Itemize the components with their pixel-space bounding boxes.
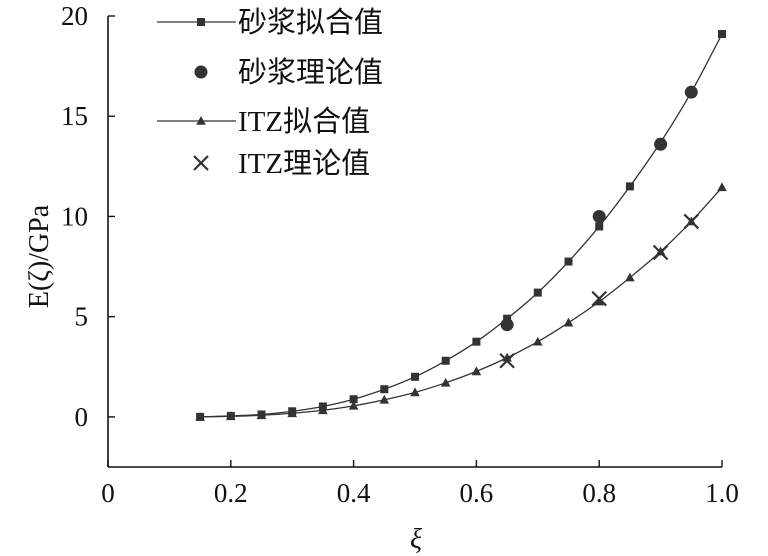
data-point-triangle: [256, 410, 267, 420]
data-point-triangle: [287, 408, 297, 418]
data-point-cross: [652, 244, 669, 261]
cross-stroke: [591, 290, 607, 307]
x-tick-label: 0.2: [214, 478, 248, 508]
legend-marker: [196, 116, 206, 125]
data-point-triangle: [533, 336, 543, 346]
data-point-square: [564, 257, 573, 266]
legend-item: 砂浆理论值: [194, 56, 383, 89]
data-point-triangle: [717, 182, 727, 192]
data-point-circle: [654, 137, 668, 151]
series-1: [500, 85, 698, 332]
data-point-circle: [500, 318, 514, 332]
data-point-square: [472, 337, 481, 346]
legend-label: ITZ理论值: [238, 147, 370, 180]
legend-label: 砂浆理论值: [238, 56, 383, 89]
data-point-cross: [499, 352, 515, 369]
x-tick-label: 0.4: [337, 478, 371, 508]
data-point-triangle: [471, 366, 482, 376]
data-point-square: [349, 395, 358, 404]
y-axis-title: E(ζ)/GPa: [24, 204, 55, 308]
data-point-square: [718, 30, 726, 39]
y-tick-label: 0: [75, 402, 89, 432]
legend-item: ITZ理论值: [193, 147, 370, 180]
axes: 0 5 10 15 20 0 0.2 0.4 0.6 0.8 1.0 ξ E(ζ)/GPa: [24, 1, 739, 555]
data-point-circle: [684, 85, 698, 99]
series-3: [499, 213, 700, 369]
cross-stroke: [683, 213, 700, 230]
data-point-triangle: [379, 394, 390, 404]
cross-stroke: [193, 155, 209, 171]
data-point-triangle: [563, 317, 574, 327]
data-point-triangle: [226, 411, 236, 421]
legend-label: ITZ拟合值: [238, 105, 370, 138]
legend-item: ITZ拟合值: [157, 105, 370, 138]
series-2: [195, 182, 727, 421]
data-point-triangle: [195, 411, 205, 421]
data-point-square: [441, 356, 450, 365]
data-point-triangle: [348, 400, 359, 410]
data-point-triangle: [625, 272, 635, 282]
y-tick-label: 5: [75, 302, 89, 332]
legend-marker: [194, 65, 208, 79]
legend-item: 砂浆拟合值: [157, 6, 383, 39]
x-tick-label: 0: [101, 478, 115, 508]
data-point-square: [411, 372, 419, 381]
data-point-triangle: [410, 387, 420, 397]
data-point-triangle: [655, 246, 666, 256]
series-line: [200, 33, 723, 418]
data-point-triangle: [440, 377, 451, 387]
x-tick-label: 1.0: [705, 478, 739, 508]
data-point-circle: [592, 209, 606, 223]
legend-marker: [193, 155, 209, 171]
data-point-square: [533, 288, 542, 297]
x-axis-title: ξ: [410, 524, 422, 555]
legend-label: 砂浆拟合值: [238, 6, 383, 39]
series-line: [200, 186, 723, 418]
data-point-cross: [683, 213, 700, 230]
cross-stroke: [499, 352, 515, 369]
legend-marker: [197, 18, 205, 26]
data-point-triangle: [594, 296, 604, 306]
data-point-cross: [591, 290, 607, 307]
y-tick-label: 10: [61, 201, 88, 231]
x-tick-label: 0.6: [460, 478, 494, 508]
data-point-square: [380, 385, 389, 394]
y-tick-label: 15: [61, 101, 88, 131]
data-point-square: [595, 222, 604, 231]
cross-stroke: [652, 244, 669, 261]
data-point-triangle: [318, 405, 328, 415]
data-point-square: [625, 182, 634, 191]
x-tick-label: 0.8: [582, 478, 616, 508]
series-layer: [195, 30, 727, 421]
y-tick-label: 20: [61, 1, 88, 31]
